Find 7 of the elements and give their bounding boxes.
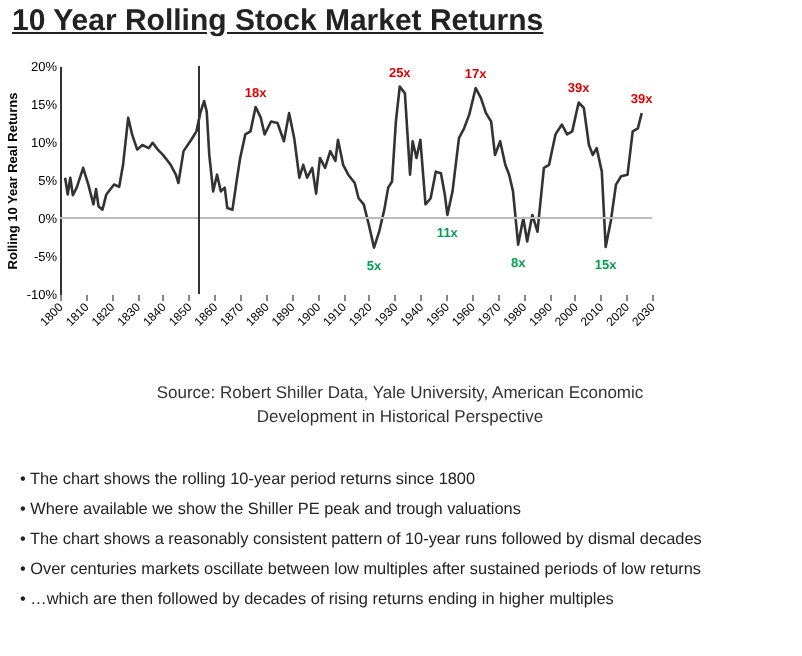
- text: • The chart shows the rolling 10-year period returns since 1800: [20, 468, 478, 492]
- text: • Where available we show the Shiller PE peak and trough valuations: [20, 498, 523, 522]
- chart-title: 10 Year Rolling Stock Market Returns: [12, 4, 544, 38]
- text: • The chart shows a reasonably consistent pattern of 10-year runs followed by dismal decades: [20, 528, 702, 552]
- text: • Over centuries markets oscillate between low multiples after sustained periods of low returns: [20, 558, 702, 582]
- source-note: Source: Robert Shiller Data, Yale University, American Economic Development in Historical Perspective: [154, 380, 646, 428]
- text: • …which are then followed by decades of rising returns ending in higher multiples: [20, 588, 616, 612]
